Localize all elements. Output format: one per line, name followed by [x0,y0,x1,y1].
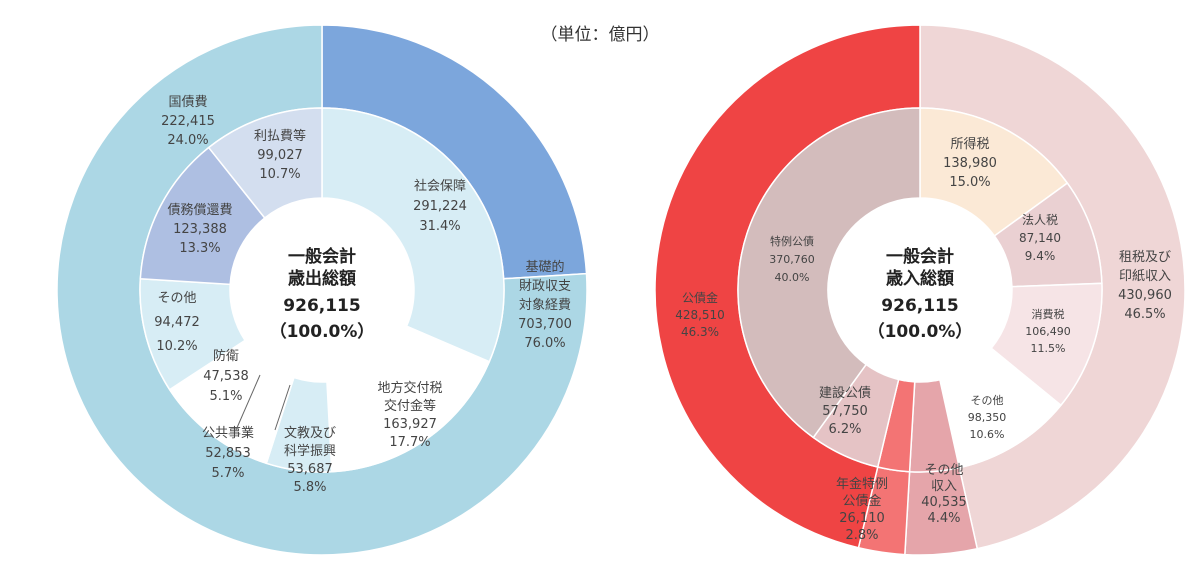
label-sonota-rev: その他 98,350 10.6% [968,394,1007,441]
revenue-center-hole [828,198,1012,382]
label-sonota-exp: その他 94,472 10.2% [154,291,200,354]
leader-boei [235,374,261,431]
label-tokurei: 特例公債 370,760 40.0% [769,234,815,284]
unit-label: （単位：億円） [540,25,660,45]
expenditure-center-hole [230,198,414,382]
label-baraihi: 利払費等 99,027 10.7% [254,128,306,182]
expenditure-center-title: 一般会計歳出総額 [288,246,356,289]
label-nenkin: 年金特例公債金 26,110 2.8% [836,476,888,543]
label-sozei: 租税及び印紙収入 430,960 46.5% [1118,250,1172,322]
label-shotokuzei: 所得税 138,980 15.0% [943,136,997,190]
label-shakaihosho: 社会保障 291,224 31.4% [413,178,467,234]
expenditure-center-percent: （100.0%） [270,321,375,342]
revenue-center-title: 一般会計歳入総額 [886,246,954,289]
label-hojinzei: 法人税 87,140 9.4% [1019,213,1061,263]
leader-bunkyo [274,384,291,431]
label-saimushokanhi: 債務償還費 123,388 13.3% [167,203,232,256]
label-kousaikin: 公債金 428,510 46.3% [675,290,725,339]
expenditure-center-total: 926,115 [283,296,360,316]
label-kokusaihi: 国債費 222,415 24.0% [161,95,215,148]
label-sonota-shunyu: その他収入 40,535 4.4% [921,463,967,526]
revenue-center-total: 926,115 [881,296,958,316]
label-kiso-zaisei: 基礎的財政収支対象経費 703,700 76.0% [518,259,572,351]
label-boei: 防衛 47,538 5.1% [203,348,249,404]
label-shohizei: 消費税 106,490 11.5% [1025,307,1071,355]
revenue-center-percent: （100.0%） [868,321,973,342]
label-kensetsu: 建設公債 57,750 6.2% [819,385,871,437]
label-chihokofuzei: 地方交付税交付金等 163,927 17.7% [377,380,442,450]
label-kokyojigyo: 公共事業 52,853 5.7% [202,425,254,481]
label-bunkyo: 文教及び科学振興 53,687 5.8% [284,425,336,495]
